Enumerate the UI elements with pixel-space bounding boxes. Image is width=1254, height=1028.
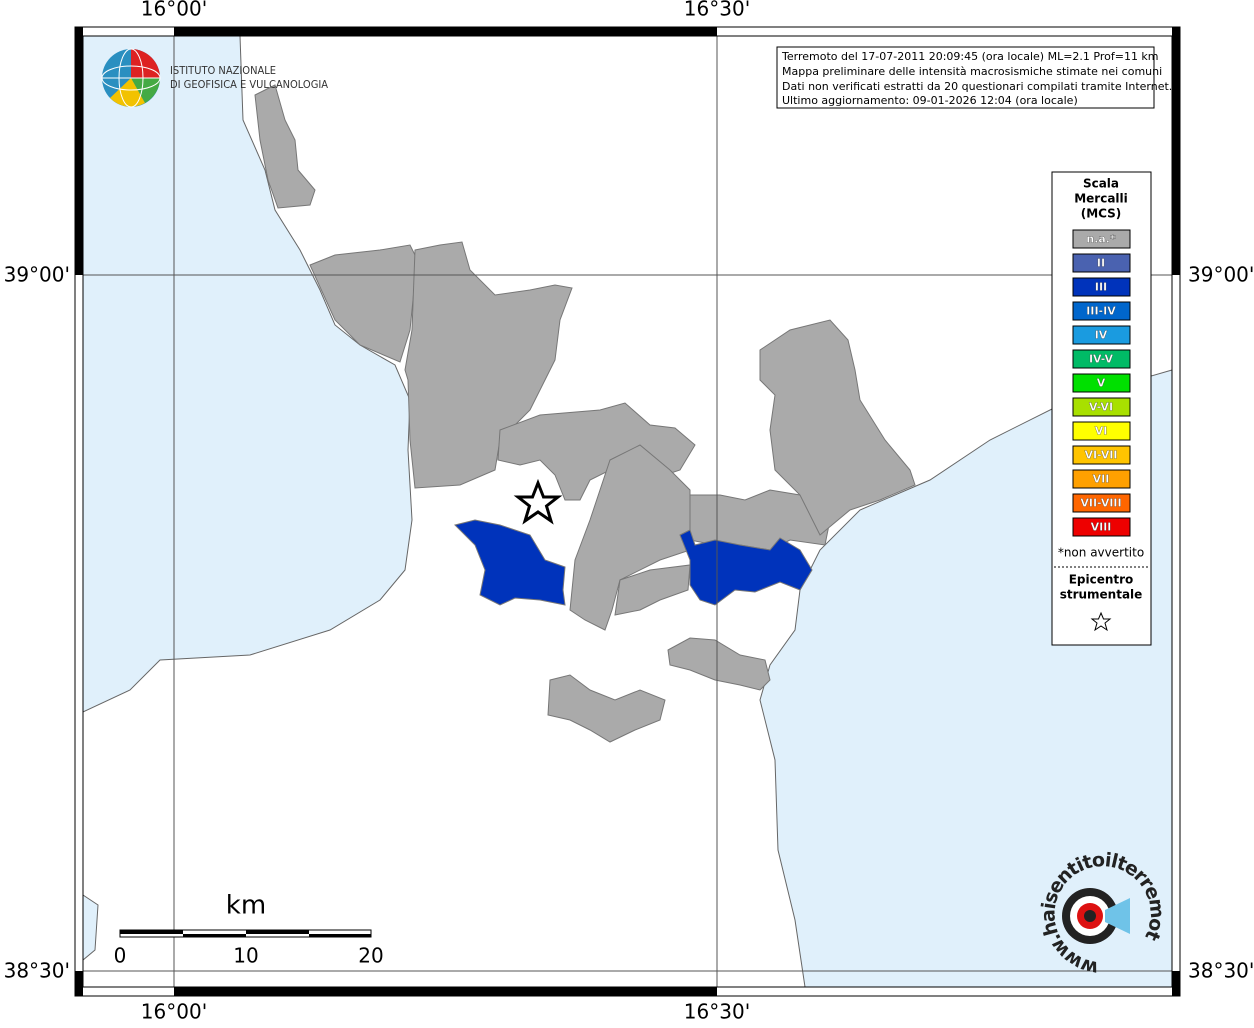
legend-label: IV bbox=[1095, 329, 1108, 342]
lat-label: 38°30' bbox=[1188, 959, 1254, 983]
legend-note: *non avvertito bbox=[1058, 546, 1144, 560]
legend-swatch bbox=[1072, 421, 1131, 441]
area bbox=[254, 84, 316, 209]
legend-swatch bbox=[1072, 301, 1131, 321]
legend-swatch bbox=[1072, 397, 1131, 417]
epicenter bbox=[513, 478, 563, 525]
area bbox=[404, 241, 573, 489]
lon-label: 16°30' bbox=[684, 1000, 750, 1024]
scale-label: 0 bbox=[114, 944, 127, 968]
area bbox=[569, 444, 691, 631]
legend-label: II bbox=[1097, 257, 1105, 270]
area bbox=[547, 674, 666, 743]
legend-title: Mercalli bbox=[1074, 192, 1128, 206]
area-iii bbox=[679, 529, 813, 606]
legend-label: III-IV bbox=[1086, 305, 1116, 318]
lat-label: 38°30' bbox=[4, 959, 70, 983]
lon-label: 16°00' bbox=[141, 0, 207, 21]
legend-swatch bbox=[1072, 469, 1131, 489]
area bbox=[759, 319, 916, 536]
legend-swatch bbox=[1072, 445, 1131, 465]
info-line: Mappa preliminare delle intensità macros… bbox=[782, 65, 1162, 78]
legend-label: VIII bbox=[1091, 521, 1112, 534]
frame bbox=[74, 26, 1181, 997]
logo bbox=[101, 48, 161, 108]
area bbox=[667, 637, 771, 691]
graticule bbox=[83, 36, 1172, 987]
legend-label: V bbox=[1097, 377, 1106, 390]
legend-label: IV-V bbox=[1089, 353, 1114, 366]
legend-swatch bbox=[1072, 373, 1131, 393]
lon-label: 16°00' bbox=[141, 1000, 207, 1024]
legend-swatch bbox=[1072, 493, 1131, 513]
info-line: Ultimo aggiornamento: 09-01-2026 12:04 (… bbox=[782, 94, 1078, 107]
legend-swatch bbox=[1072, 277, 1131, 297]
area-iii bbox=[454, 519, 566, 606]
scale-label: 20 bbox=[358, 944, 383, 968]
logo-text: ISTITUTO NAZIONALE bbox=[170, 64, 276, 77]
legend-swatch bbox=[1072, 325, 1131, 345]
legend-label: VII bbox=[1093, 473, 1110, 486]
scale-bar bbox=[119, 929, 372, 938]
lat-label: 39°00' bbox=[4, 263, 70, 287]
legend-swatch bbox=[1072, 517, 1131, 537]
legend-label: VI-VII bbox=[1084, 449, 1117, 462]
info-line: Terremoto del 17-07-2011 20:09:45 (ora l… bbox=[781, 50, 1159, 63]
area bbox=[614, 564, 691, 616]
info-line: Dati non verificati estratti da 20 quest… bbox=[782, 80, 1172, 93]
legend-epicenter: strumentale bbox=[1060, 588, 1143, 602]
legend-epicenter: Epicentro bbox=[1069, 573, 1134, 587]
legend-swatch bbox=[1072, 253, 1131, 273]
lat-label: 39°00' bbox=[1188, 263, 1254, 287]
info-box bbox=[776, 46, 1155, 109]
legend-label: n.a.* bbox=[1086, 233, 1116, 246]
legend-label: III bbox=[1095, 281, 1107, 294]
legend-label: V-VI bbox=[1089, 401, 1113, 414]
legend-title: (MCS) bbox=[1081, 207, 1122, 221]
legend-title: Scala bbox=[1083, 177, 1119, 191]
legend-star bbox=[1090, 611, 1112, 632]
lon-label: 16°30' bbox=[684, 0, 750, 21]
legend: ScalaMercalli(MCS)n.a.*IIIIIIII-IVIVIV-V… bbox=[1051, 171, 1152, 646]
scale-label: 10 bbox=[233, 944, 258, 968]
legend-label: VI bbox=[1095, 425, 1108, 438]
scale-unit: km bbox=[226, 891, 266, 921]
logo-text: DI GEOFISICA E VULCANOLOGIA bbox=[170, 78, 328, 91]
legend-swatch bbox=[1072, 229, 1131, 249]
legend-swatch bbox=[1072, 349, 1131, 369]
legend-label: VII-VIII bbox=[1080, 497, 1121, 510]
